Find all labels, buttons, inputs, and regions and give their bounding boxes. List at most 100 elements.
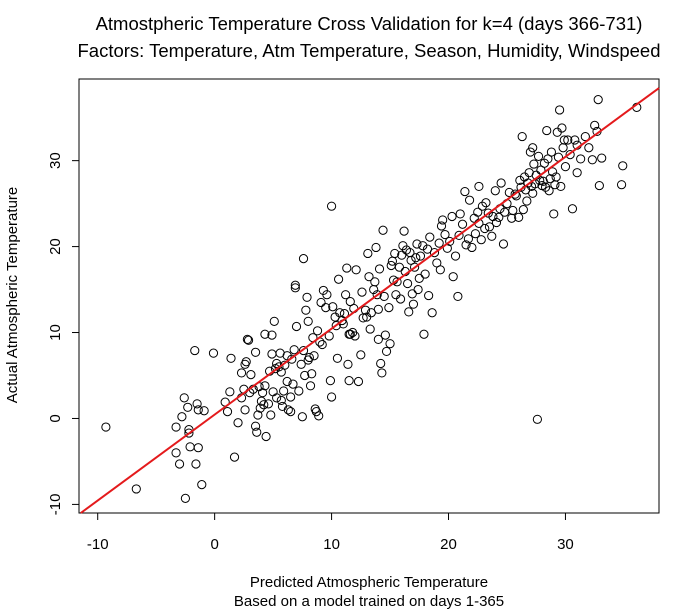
data-point [410, 262, 420, 272]
data-point [542, 125, 552, 136]
data-point [434, 238, 444, 248]
data-point [225, 387, 235, 397]
data-point [343, 359, 353, 369]
data-point [374, 264, 385, 274]
data-point [555, 105, 565, 115]
data-point [312, 326, 323, 336]
data-point [508, 205, 518, 216]
data-point [567, 204, 578, 214]
data-point [300, 370, 310, 381]
data-point [414, 273, 424, 283]
data-point [240, 405, 250, 415]
data-point [477, 201, 488, 211]
data-point [474, 181, 484, 192]
data-point [483, 208, 493, 218]
data-point [298, 254, 309, 264]
data-point [395, 294, 406, 304]
data-point [332, 353, 343, 363]
data-point [331, 321, 341, 331]
data-point [429, 248, 440, 258]
data-point [236, 368, 247, 378]
data-point [593, 95, 603, 105]
data-point [518, 205, 528, 215]
data-point [222, 406, 233, 417]
data-point [552, 127, 562, 137]
data-point [445, 236, 455, 247]
data-point [528, 188, 538, 198]
data-point [226, 353, 236, 363]
data-point [494, 212, 504, 222]
data-point [384, 303, 394, 313]
data-point [290, 283, 300, 293]
data-point [266, 410, 276, 420]
data-point [177, 412, 187, 422]
data-point [257, 388, 268, 398]
data-point [399, 226, 409, 236]
data-point [286, 406, 296, 417]
data-point [448, 272, 458, 282]
data-point [394, 262, 405, 272]
data-point [353, 376, 364, 387]
data-point [351, 265, 361, 275]
data-point [572, 168, 582, 178]
data-point [594, 180, 604, 191]
data-point [287, 354, 297, 364]
plot-frame [78, 78, 660, 514]
data-point [309, 351, 319, 361]
x-tick-label: 30 [557, 536, 574, 553]
y-tick-label: 10 [47, 324, 64, 341]
data-point [305, 381, 316, 391]
data-point [379, 291, 389, 302]
data-point [267, 330, 277, 340]
data-point [307, 369, 317, 379]
data-point [454, 230, 464, 241]
data-point [413, 284, 423, 295]
data-point [597, 153, 607, 163]
data-point [184, 428, 194, 438]
data-point [481, 198, 491, 208]
data-point [301, 305, 311, 315]
data-point [255, 403, 265, 413]
data-point [373, 334, 383, 344]
data-point [487, 231, 497, 241]
data-point [325, 376, 336, 386]
data-point [563, 135, 573, 145]
data-point [171, 448, 181, 458]
data-point [498, 239, 509, 249]
data-point [179, 393, 189, 403]
data-point [259, 400, 269, 410]
data-point [321, 303, 331, 313]
chart-title: Atmostpheric Temperature Cross Validatio… [96, 13, 643, 34]
data-point [269, 316, 279, 326]
data-point [616, 180, 627, 190]
data-point [250, 347, 261, 357]
data-point [381, 346, 392, 357]
data-point [283, 405, 293, 415]
y-tick-label: 30 [47, 152, 64, 169]
data-point [515, 175, 525, 186]
y-tick-label: -10 [47, 494, 64, 516]
x-axis: -10 0 10 20 30 [87, 512, 574, 553]
data-point [473, 207, 483, 217]
data-point [246, 370, 256, 380]
data-point [461, 240, 471, 250]
x-tick-label: 20 [440, 536, 457, 553]
y-tick-label: 0 [47, 414, 64, 422]
data-points [101, 95, 642, 503]
data-point [326, 201, 337, 211]
data-point [411, 253, 421, 263]
data-point [282, 376, 292, 387]
data-point [183, 402, 193, 412]
data-point [523, 178, 533, 188]
data-point [185, 442, 195, 452]
data-point [253, 410, 263, 420]
data-point [480, 223, 490, 234]
data-point [344, 376, 354, 386]
data-point [260, 329, 270, 339]
data-point [322, 290, 332, 300]
data-point [344, 329, 354, 339]
data-point [341, 290, 351, 300]
data-point [316, 297, 326, 308]
x-tick-label: 10 [323, 536, 340, 553]
data-point [427, 308, 437, 318]
